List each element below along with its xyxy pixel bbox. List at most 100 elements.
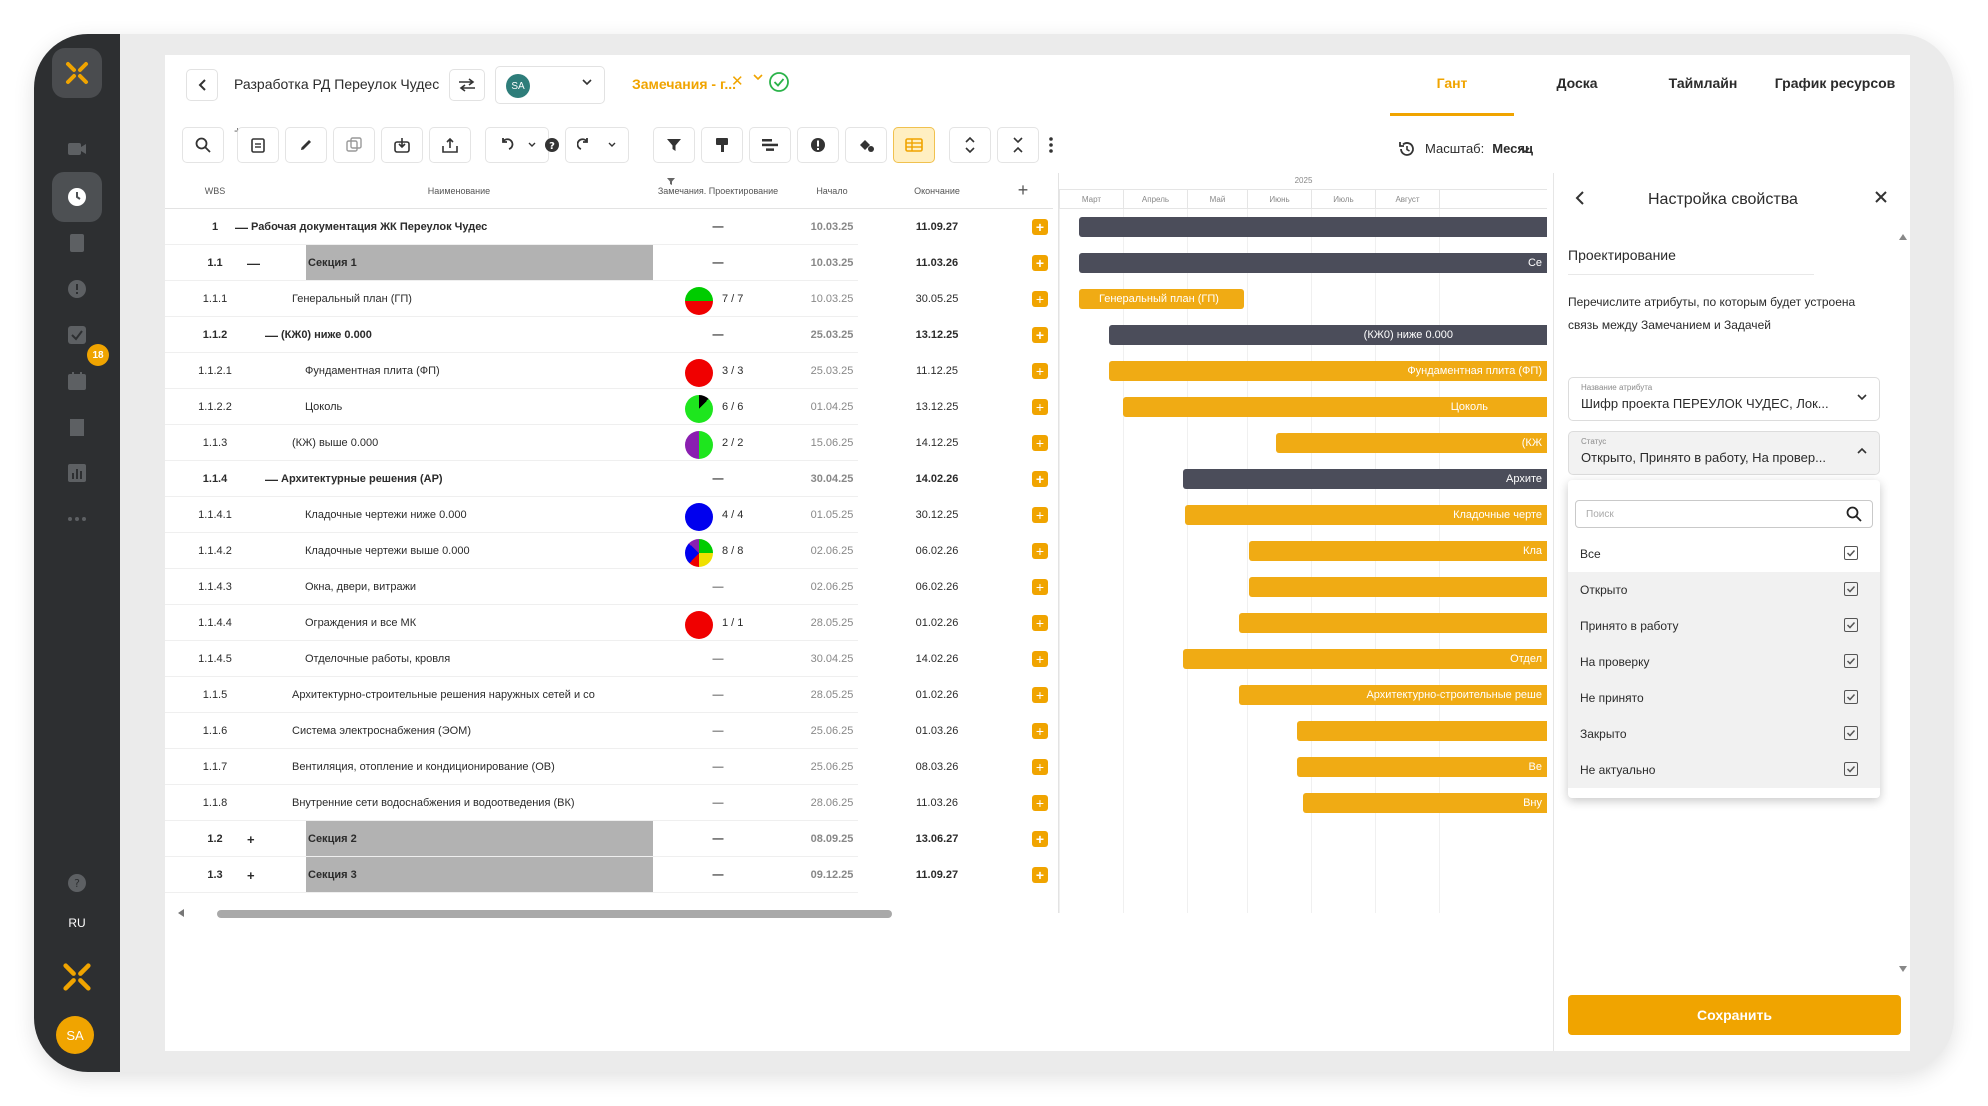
table-row[interactable]: 1.1.8 Внутренние сети водоснабжения и вод… (165, 785, 1048, 821)
table-row[interactable]: 1.1.4.3 Окна, двери, витражи — 02.06.25 06.0… (165, 569, 1048, 605)
checkbox-checked-icon[interactable] (1844, 546, 1858, 560)
copy-button[interactable] (333, 127, 375, 163)
table-row[interactable]: 1.1.2— (КЖ0) ниже 0.000—25.03.25 13.12.25 + (165, 317, 1048, 353)
add-row-icon[interactable]: + (1032, 615, 1048, 631)
status-option[interactable]: На проверку (1568, 644, 1880, 680)
add-row-icon[interactable]: + (1032, 219, 1048, 235)
table-row[interactable]: 1.1.7 Вентиляция, отопление и кондиционир… (165, 749, 1048, 785)
gantt-bar[interactable]: Фундаментная плита (ФП) (1109, 361, 1547, 381)
add-row-icon[interactable]: + (1032, 399, 1048, 415)
table-row[interactable]: 1.1.1 Генеральный план (ГП) 7 / 7 10.03.25 3… (165, 281, 1048, 317)
chart-icon[interactable] (52, 448, 102, 498)
document-icon[interactable] (52, 218, 102, 268)
checkbox-checked-icon[interactable] (1844, 654, 1858, 668)
check-circle-icon[interactable] (768, 71, 790, 93)
table-row[interactable]: 1— Рабочая документация ЖК Переулок Чудес… (165, 209, 1048, 245)
color-button[interactable] (845, 127, 887, 163)
row-toggle-icon[interactable]: — (235, 219, 248, 235)
add-column-button[interactable]: + (993, 173, 1053, 209)
checkbox-checked-icon[interactable] (1844, 582, 1858, 596)
add-row-icon[interactable]: + (1032, 507, 1048, 523)
user-select[interactable]: SA (495, 66, 605, 104)
checkbox-checked-icon[interactable] (1844, 762, 1858, 776)
gantt-bar[interactable]: Цоколь (1123, 397, 1547, 417)
status-option[interactable]: Открыто (1568, 572, 1880, 608)
search-icon[interactable] (1846, 506, 1862, 522)
status-option[interactable]: Все (1568, 536, 1880, 572)
gantt-bar[interactable]: Архитектурно-строительные реше (1239, 685, 1547, 705)
status-option[interactable]: Закрыто (1568, 716, 1880, 752)
gantt-bar[interactable] (1297, 721, 1547, 741)
table-row[interactable]: 1.1.4.5 Отделочные работы, кровля — 30.04.2… (165, 641, 1048, 677)
add-row-icon[interactable]: + (1032, 543, 1048, 559)
help-icon[interactable]: ? (52, 858, 102, 908)
import-button[interactable] (381, 127, 423, 163)
align-button[interactable] (749, 127, 791, 163)
row-toggle-icon[interactable]: — (265, 327, 278, 343)
table-row[interactable]: 1.1.3 (КЖ) выше 0.000 2 / 2 15.06.25 14.12.2… (165, 425, 1048, 461)
add-row-icon[interactable]: + (1032, 327, 1048, 343)
gantt-bar[interactable]: Се (1079, 253, 1547, 273)
gantt-bar[interactable]: Архите (1183, 469, 1547, 489)
clear-filter-icon[interactable]: ✕ (731, 73, 744, 90)
paint-button[interactable] (701, 127, 743, 163)
search-button[interactable] (182, 127, 224, 163)
table-row[interactable]: 1.1.2.1 Фундаментная плита (ФП) 3 / 3 25.03… (165, 353, 1048, 389)
gantt-bar[interactable]: (КЖ0) ниже 0.000 (1109, 325, 1547, 345)
status-option[interactable]: Принято в работу (1568, 608, 1880, 644)
table-row[interactable]: 1.1.5 Архитектурно-строительные решения н… (165, 677, 1048, 713)
add-row-icon[interactable]: + (1032, 687, 1048, 703)
table-row[interactable]: 1.1.2.2 Цоколь 6 / 6 01.04.25 13.12.25 + (165, 389, 1048, 425)
tab-resources[interactable]: График ресурсов (1774, 75, 1896, 91)
checkbox-checked-icon[interactable] (1844, 618, 1858, 632)
table-row[interactable]: 1.1.6 Система электроснабжения (ЭОМ) — 25.0… (165, 713, 1048, 749)
gantt-bar[interactable]: Вe (1297, 757, 1547, 777)
row-toggle-icon[interactable]: + (247, 867, 255, 883)
column-filter-icon[interactable] (667, 177, 675, 185)
column-header-end[interactable]: Окончание (881, 173, 993, 209)
building-icon[interactable] (52, 402, 102, 452)
filter-chevron-icon[interactable] (753, 73, 763, 81)
gantt-bar[interactable]: Отдел (1183, 649, 1547, 669)
scale-selector[interactable]: Масштаб: Месяц (1425, 141, 1533, 156)
tab-timeline[interactable]: Таймлайн (1668, 75, 1738, 91)
row-toggle-icon[interactable]: — (247, 255, 260, 271)
logo-icon[interactable] (52, 48, 102, 98)
column-header-start[interactable]: Начало (783, 173, 881, 209)
add-row-icon[interactable]: + (1032, 795, 1048, 811)
undo-button[interactable] (485, 127, 549, 163)
gantt-bar[interactable]: (КЖ (1276, 433, 1547, 453)
scroll-thumb[interactable] (217, 910, 892, 918)
save-button[interactable]: Сохранить (1568, 995, 1901, 1035)
tab-gantt[interactable]: Гант (1436, 75, 1468, 91)
language-switch[interactable]: RU (68, 916, 86, 930)
user-avatar[interactable]: SA (56, 1016, 94, 1054)
horizontal-scrollbar[interactable] (177, 907, 1377, 919)
gantt-bar[interactable]: Вну (1303, 793, 1547, 813)
table-row[interactable]: 1.1.4— Архитектурные решения (АР) —30.04.2… (165, 461, 1048, 497)
alert-icon[interactable] (52, 264, 102, 314)
export-button[interactable] (429, 127, 471, 163)
tab-board[interactable]: Доска (1556, 75, 1598, 91)
row-toggle-icon[interactable]: + (247, 831, 255, 847)
table-view-button[interactable] (893, 127, 935, 163)
add-row-icon[interactable]: + (1032, 363, 1048, 379)
table-row[interactable]: 1.3 + Секция 3 — 09.12.25 11.09.27 + (165, 857, 1048, 893)
column-header-remarks[interactable]: Замечания. Проектирование (653, 173, 783, 209)
add-row-icon[interactable]: + (1032, 435, 1048, 451)
redo-button[interactable] (565, 127, 629, 163)
remarks-filter[interactable]: Замечания - г... (632, 76, 737, 92)
info-icon[interactable]: ? (541, 127, 563, 163)
table-row[interactable]: 1.1.4.4 Ограждения и все МК 1 / 1 28.05.25 0… (165, 605, 1048, 641)
add-row-icon[interactable]: + (1032, 255, 1048, 271)
column-header-name[interactable]: Наименование (265, 173, 653, 209)
add-row-icon[interactable]: + (1032, 291, 1048, 307)
column-header-wbs[interactable]: WBS (165, 173, 265, 209)
more-vertical-icon[interactable] (1040, 127, 1062, 163)
back-button[interactable] (186, 69, 218, 101)
add-row-icon[interactable]: + (1032, 471, 1048, 487)
panel-scroll-down-icon[interactable] (1898, 965, 1908, 973)
gantt-bar[interactable]: Кла (1249, 541, 1547, 561)
row-toggle-icon[interactable]: — (265, 471, 278, 487)
table-row[interactable]: 1.2 + Секция 2 — 08.09.25 13.06.27 + (165, 821, 1048, 857)
